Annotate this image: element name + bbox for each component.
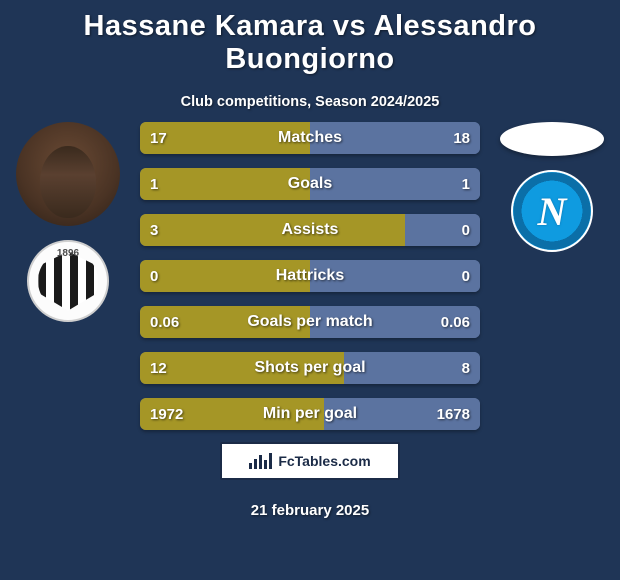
- right-player-column: N: [492, 122, 612, 252]
- stat-value-left: 0: [140, 260, 168, 292]
- stat-label: Matches: [140, 122, 480, 154]
- club-crest-left: 1896: [27, 240, 109, 322]
- stat-value-left: 0.06: [140, 306, 189, 338]
- stat-label: Shots per goal: [140, 352, 480, 384]
- page-title: Hassane Kamara vs Alessandro Buongiorno: [0, 0, 620, 76]
- stat-row: Min per goal19721678: [140, 398, 480, 430]
- stat-row: Goals per match0.06 0.06: [140, 306, 480, 338]
- stat-row: Goals1 1: [140, 168, 480, 200]
- stat-row: Hattricks0 0: [140, 260, 480, 292]
- stat-value-right: 0.06: [431, 306, 480, 338]
- stat-row: Matches17 18: [140, 122, 480, 154]
- brand-card[interactable]: FcTables.com: [220, 442, 400, 480]
- stat-value-right: 18: [443, 122, 480, 154]
- stat-label: Goals: [140, 168, 480, 200]
- stat-label: Assists: [140, 214, 480, 246]
- stat-value-left: 1: [140, 168, 168, 200]
- left-player-column: 1896: [8, 122, 128, 322]
- napoli-n-icon: N: [513, 172, 591, 250]
- stat-label: Goals per match: [140, 306, 480, 338]
- player-avatar-left: [16, 122, 120, 226]
- stat-value-right: 1678: [427, 398, 480, 430]
- footer-date: 21 february 2025: [0, 502, 620, 519]
- stat-value-right: 1: [452, 168, 480, 200]
- comparison-bars: Matches1718Goals11Assists30Hattricks00Go…: [140, 122, 480, 430]
- club-founded-year: 1896: [29, 248, 107, 259]
- page-subtitle: Club competitions, Season 2024/2025: [0, 94, 620, 110]
- club-crest-right: N: [511, 170, 593, 252]
- brand-label: FcTables.com: [278, 453, 370, 469]
- stat-value-left: 1972: [140, 398, 193, 430]
- stat-value-right: 8: [452, 352, 480, 384]
- stat-value-right: 0: [452, 214, 480, 246]
- stat-label: Hattricks: [140, 260, 480, 292]
- fctables-logo-icon: [249, 453, 272, 469]
- stat-value-left: 17: [140, 122, 177, 154]
- player-avatar-right-placeholder: [500, 122, 604, 156]
- stat-row: Shots per goal12 8: [140, 352, 480, 384]
- stat-value-left: 3: [140, 214, 168, 246]
- stat-value-left: 12: [140, 352, 177, 384]
- stat-value-right: 0: [452, 260, 480, 292]
- stat-row: Assists3 0: [140, 214, 480, 246]
